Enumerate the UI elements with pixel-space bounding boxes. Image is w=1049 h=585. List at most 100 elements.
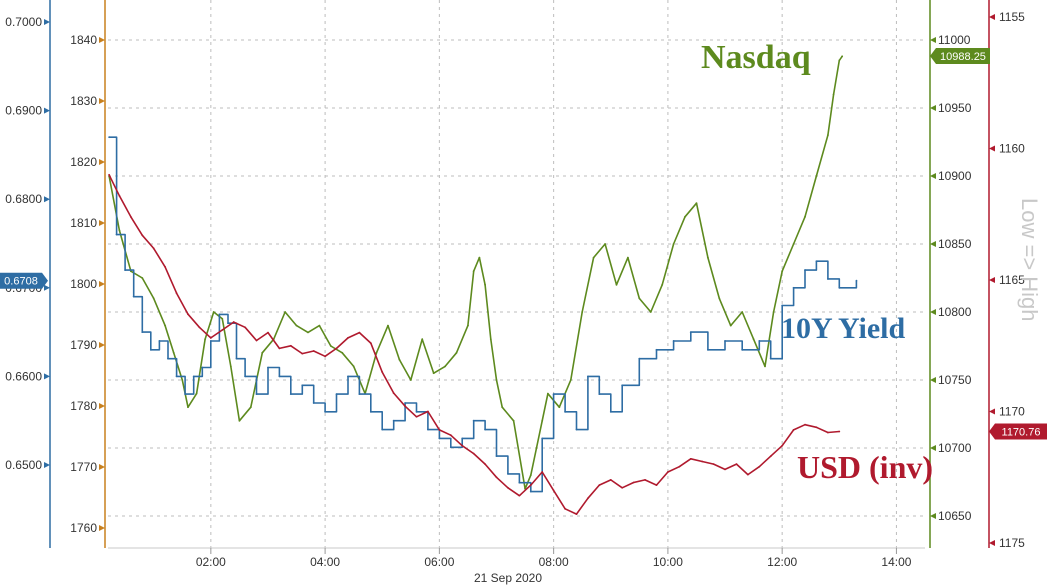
10y-yield-point xyxy=(826,278,829,280)
nasdaq-tick-label: 10700 xyxy=(938,441,972,455)
usd-tick-label: 1155 xyxy=(999,10,1025,24)
10y-yield-point xyxy=(472,419,475,422)
10y-yield-point xyxy=(724,340,726,342)
nasdaq-point xyxy=(181,379,184,381)
nasdaq-point xyxy=(409,379,412,381)
chart-grid xyxy=(108,0,925,548)
usd-inv-point xyxy=(838,430,841,433)
10y-yield-point xyxy=(792,286,795,289)
nasdaq-point xyxy=(238,419,241,422)
yield-last-value-tag-bg xyxy=(0,272,48,289)
nasdaq-point xyxy=(792,243,795,245)
usd-inv-point xyxy=(781,444,784,447)
usd-inv-point xyxy=(152,247,155,250)
10y-yield-point xyxy=(438,437,441,440)
usd-inv-point xyxy=(598,484,601,487)
nasdaq-point xyxy=(375,351,378,354)
fx-tick-label: 0.6900 xyxy=(5,104,42,118)
usd-tick-label: 1165 xyxy=(999,273,1025,287)
x-tick-label: 06:00 xyxy=(424,555,454,569)
10y-yield-point xyxy=(781,304,784,307)
nasdaq-point xyxy=(729,324,732,327)
nasdaq-point xyxy=(432,372,435,375)
nasdaq-point xyxy=(284,311,287,313)
nasdaq-point xyxy=(141,277,144,279)
usd-tick-label: 1170 xyxy=(999,405,1025,419)
10y-yield-point xyxy=(289,393,292,396)
nasdaq-point xyxy=(329,345,332,347)
nasdaq-point xyxy=(472,270,475,273)
10y-yield-point xyxy=(655,348,658,351)
nasdaq-point xyxy=(352,365,355,368)
nasdaq-point xyxy=(398,358,401,361)
10y-yield-point xyxy=(244,375,247,378)
nasdaq-point xyxy=(467,324,469,327)
nasdaq-point xyxy=(615,283,618,286)
gold-tick-mark xyxy=(99,403,105,409)
usd-inv-point xyxy=(198,326,201,329)
fx-tick-mark xyxy=(44,196,50,203)
nasdaq-series-line xyxy=(108,55,843,490)
10y-yield-point xyxy=(575,428,578,431)
nasdaq-point xyxy=(249,406,252,409)
usd-inv-point xyxy=(175,292,178,295)
usd-tick-mark xyxy=(989,14,995,20)
nasdaq-point xyxy=(558,406,561,409)
usd-inv-point xyxy=(746,473,749,476)
usd-inv-point xyxy=(347,336,349,339)
x-tick-label: 02:00 xyxy=(196,555,226,569)
nasdaq-point xyxy=(541,419,544,422)
10y-yield-point xyxy=(484,428,486,431)
10y-yield-point xyxy=(415,410,418,413)
nasdaq-point xyxy=(212,311,215,313)
nasdaq-point xyxy=(772,311,775,313)
nasdaq-tick-label: 10800 xyxy=(938,305,972,319)
nasdaq-point xyxy=(684,215,686,218)
usd-inv-point xyxy=(209,336,212,339)
nasdaq-last-value-tag: 10988.25 xyxy=(930,47,990,64)
nasdaq-tick-mark xyxy=(930,241,936,247)
usd-tick-label: 1175 xyxy=(999,536,1025,550)
nasdaq-point xyxy=(421,338,424,341)
nasdaq-point xyxy=(592,256,595,259)
fx-tick-mark xyxy=(44,19,50,25)
usd-inv-point xyxy=(724,468,726,471)
nasdaq-point xyxy=(295,324,298,327)
nasdaq-point xyxy=(164,324,167,327)
usd-inv-point xyxy=(644,478,646,481)
usd-inv-point xyxy=(404,405,406,408)
usd-inv-point xyxy=(507,486,509,489)
fx-tick-mark xyxy=(44,373,50,380)
nasdaq-point xyxy=(638,297,641,300)
usd-inv-point xyxy=(415,415,418,418)
nasdaq-point xyxy=(495,379,498,381)
gold-tick-mark xyxy=(99,464,105,470)
usd-last-value-tag: 1170.76 xyxy=(989,423,1047,440)
usd-inv-point xyxy=(587,497,589,500)
10y-yield-series-line xyxy=(109,136,858,493)
nasdaq-point xyxy=(838,59,841,62)
nasdaq-point xyxy=(221,317,224,320)
nasdaq-tick-label: 10850 xyxy=(938,237,972,251)
10y-yield-point xyxy=(312,402,315,404)
nasdaq-point xyxy=(307,331,309,334)
10y-yield-point xyxy=(255,393,258,396)
nasdaq-point xyxy=(195,392,198,395)
usd-inv-series-line xyxy=(108,174,840,515)
usd-inv-point xyxy=(769,455,772,458)
fx-tick-mark xyxy=(44,462,50,468)
usd-inv-point xyxy=(575,513,578,515)
10y-yield-point xyxy=(278,375,281,378)
10y-yield-point xyxy=(167,357,169,360)
nasdaq-tick-label: 10650 xyxy=(938,509,972,523)
side-axis-label: Low => High xyxy=(1017,198,1042,322)
gold-tick-label: 1800 xyxy=(70,277,97,291)
usd-inv-point xyxy=(484,463,486,465)
10y-yield-point xyxy=(115,233,118,236)
nasdaq-point xyxy=(455,351,458,354)
usd-inv-point xyxy=(392,392,395,394)
nasdaq-point xyxy=(172,351,175,354)
nasdaq-point xyxy=(741,311,744,313)
10y-yield-point xyxy=(201,366,204,369)
usd-inv-point xyxy=(792,429,795,431)
